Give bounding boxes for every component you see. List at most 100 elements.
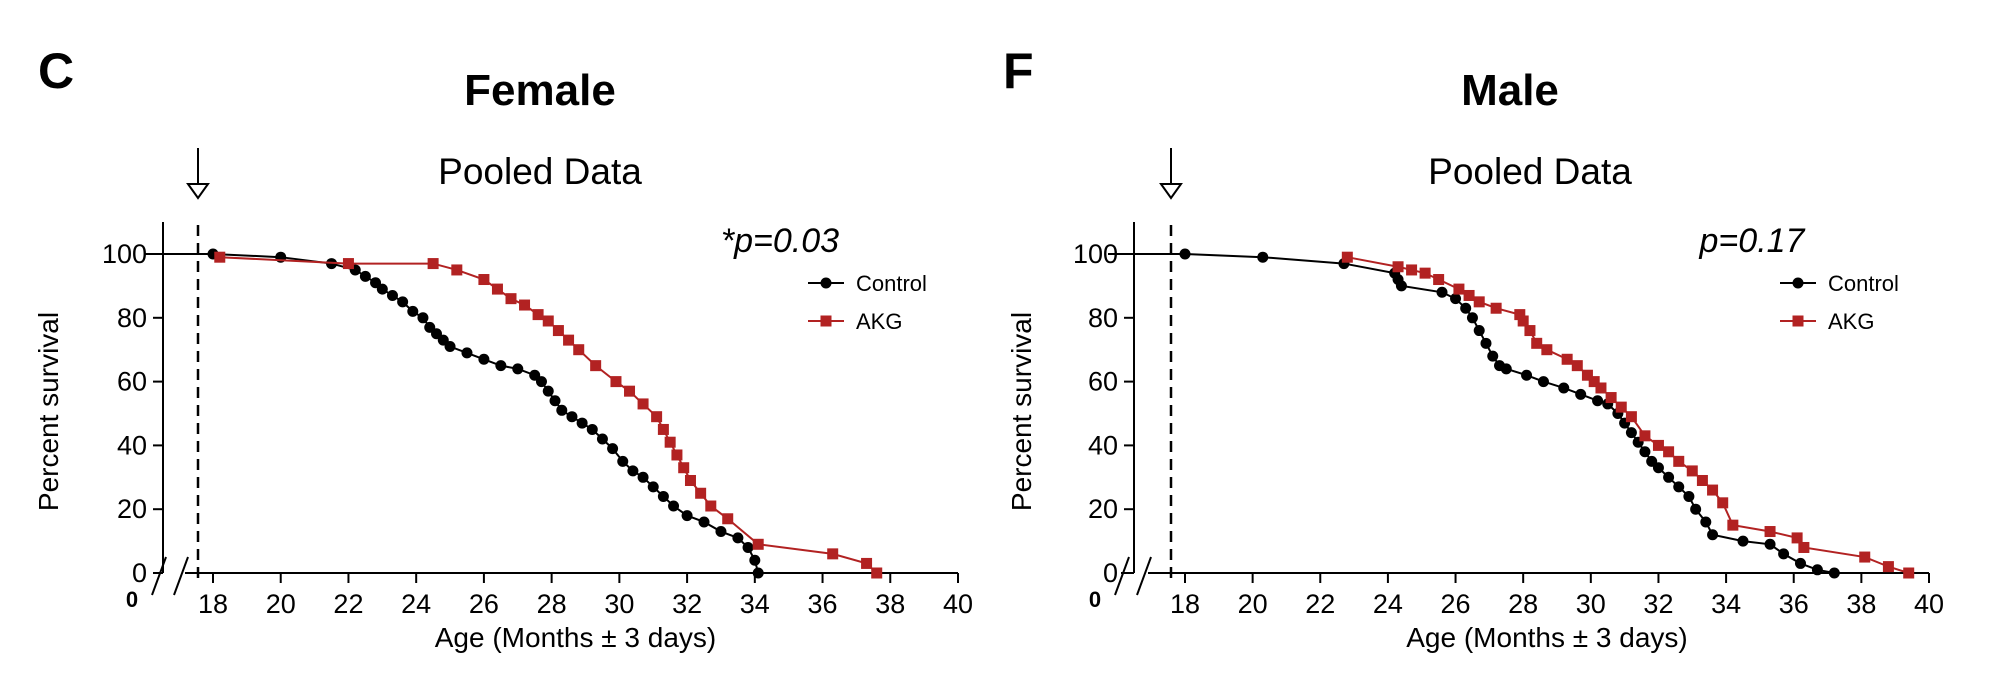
x-tick-label: 28: [1508, 589, 1538, 619]
data-point-akg: [684, 474, 696, 486]
panel-letter: F: [1003, 43, 1034, 99]
data-point-control: [495, 360, 507, 372]
data-point-control: [742, 541, 754, 553]
panel-letter: C: [38, 43, 74, 99]
data-point-akg: [1663, 446, 1675, 458]
y-axis-label: Percent survival: [33, 312, 64, 511]
y-tick-label: 0: [132, 558, 147, 588]
data-point-control: [1764, 538, 1776, 550]
x-tick-label: 18: [1170, 589, 1200, 619]
x-tick-label: 26: [1441, 589, 1471, 619]
data-point-akg: [342, 258, 354, 270]
data-point-akg: [1433, 274, 1445, 286]
x-tick-label: 36: [1779, 589, 1809, 619]
data-point-control: [1500, 363, 1512, 375]
x-tick-label: 34: [740, 589, 770, 619]
data-point-akg: [1605, 392, 1617, 404]
data-point-control: [647, 481, 659, 493]
data-point-akg: [671, 449, 683, 461]
data-point-akg: [1392, 261, 1404, 273]
data-point-akg: [752, 538, 764, 550]
data-point-akg: [1717, 497, 1729, 509]
data-point-control: [617, 455, 629, 467]
x-tick-label: 40: [943, 589, 973, 619]
data-point-akg: [651, 411, 663, 423]
x-tick-label: 30: [1576, 589, 1606, 619]
axis-break-mark: [151, 556, 167, 596]
data-point-akg: [657, 423, 669, 435]
data-point-akg: [1453, 283, 1465, 295]
data-point-akg: [1341, 251, 1353, 263]
x-zero-label: 0: [126, 587, 138, 612]
x-axis-label: Age (Months ± 3 days): [1406, 622, 1688, 653]
y-tick-label: 20: [117, 494, 147, 524]
x-tick-label: 24: [401, 589, 431, 619]
data-point-control: [1737, 535, 1749, 547]
chart-title: Male: [1461, 66, 1559, 115]
data-point-control: [1460, 302, 1472, 314]
data-point-akg: [1727, 519, 1739, 531]
data-point-akg: [1524, 325, 1536, 337]
x-zero-label: 0: [1089, 587, 1101, 612]
series-control: [145, 248, 764, 579]
data-point-control: [1537, 376, 1549, 388]
chart-subtitle: Pooled Data: [1428, 151, 1632, 192]
data-point-akg: [1463, 289, 1475, 301]
data-point-control: [1700, 516, 1712, 528]
x-tick-label: 32: [672, 589, 702, 619]
data-point-akg: [1686, 465, 1698, 477]
data-point-akg: [1571, 360, 1583, 372]
data-point-akg: [1652, 439, 1664, 451]
y-tick-label: 40: [1088, 430, 1118, 460]
chart-title: Female: [464, 66, 616, 115]
data-point-control: [1487, 350, 1499, 362]
data-point-control: [1257, 251, 1269, 263]
data-point-control: [1683, 490, 1695, 502]
x-tick-label: 26: [469, 589, 499, 619]
y-tick-label: 80: [117, 303, 147, 333]
data-point-akg: [1588, 376, 1600, 388]
x-tick-label: 22: [1305, 589, 1335, 619]
data-point-akg: [1673, 455, 1685, 467]
data-point-control: [1794, 557, 1806, 569]
data-point-akg: [1791, 532, 1803, 544]
data-point-control: [1436, 286, 1448, 298]
data-point-control: [732, 532, 744, 544]
y-tick-label: 20: [1088, 494, 1118, 524]
data-point-akg: [861, 557, 873, 569]
p-value-annotation: p=0.17: [1699, 222, 1806, 260]
data-point-control: [668, 500, 680, 512]
data-point-akg: [1903, 567, 1915, 579]
legend-label-control: Control: [856, 271, 927, 296]
data-point-akg: [1473, 296, 1485, 308]
legend-label-akg: AKG: [856, 309, 902, 334]
data-point-akg: [214, 251, 226, 263]
chart-subtitle: Pooled Data: [438, 151, 642, 192]
data-point-control: [627, 465, 639, 477]
legend-marker-control: [820, 277, 832, 289]
axis-break-mark: [1136, 556, 1152, 596]
axis-break-mark: [173, 556, 189, 596]
data-point-control: [535, 376, 547, 388]
x-tick-label: 40: [1914, 589, 1944, 619]
data-point-control: [478, 353, 490, 365]
data-point-akg: [542, 315, 554, 327]
x-tick-label: 18: [198, 589, 228, 619]
chart-panel-c: C Female Pooled Data *p=0.03 0 20 40 60 80 100 Per…: [33, 43, 973, 653]
data-point-control: [1466, 312, 1478, 324]
data-point-akg: [624, 385, 636, 397]
data-point-control: [1558, 382, 1570, 394]
data-point-control: [715, 526, 727, 538]
data-point-control: [376, 283, 388, 295]
x-tick-label: 30: [604, 589, 634, 619]
legend-marker-akg: [1792, 315, 1804, 327]
data-point-control: [1673, 481, 1685, 493]
data-point-control: [749, 554, 761, 566]
data-point-control: [752, 567, 764, 579]
data-point-akg: [451, 264, 463, 276]
series-line-control: [1108, 253, 1835, 574]
data-point-control: [596, 433, 608, 445]
data-point-control: [576, 417, 588, 429]
x-tick-label: 38: [1846, 589, 1876, 619]
